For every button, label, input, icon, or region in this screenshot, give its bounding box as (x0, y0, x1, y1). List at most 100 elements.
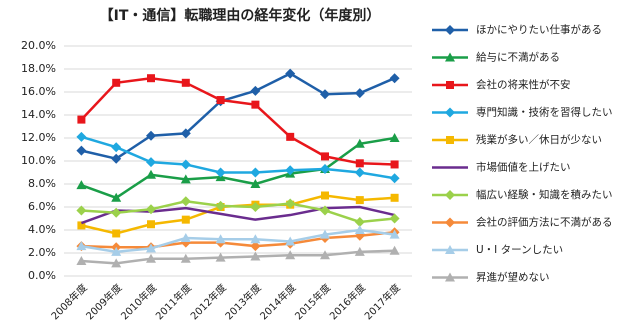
marker (181, 215, 190, 224)
y-tick-label: 12.0% (21, 131, 56, 144)
legend-label: 残業が多い／休日が少ない (476, 133, 602, 146)
x-tick-label: 2015年度 (292, 281, 333, 322)
marker (445, 217, 455, 228)
marker (112, 229, 121, 238)
marker (320, 205, 330, 216)
chart-title: 【IT・通信】転職理由の経年変化（年度別） (100, 7, 381, 24)
legend-label: ほかにやりたい仕事がある (476, 23, 602, 36)
marker (320, 164, 330, 175)
marker (389, 173, 400, 184)
legend-label: 昇進が望めない (476, 271, 550, 284)
series-line (81, 231, 395, 249)
marker (251, 100, 260, 109)
marker (354, 167, 365, 178)
y-tick-label: 10.0% (21, 154, 56, 167)
marker (215, 200, 226, 211)
marker (390, 193, 399, 202)
y-tick-label: 6.0% (28, 200, 56, 213)
marker (216, 96, 225, 105)
marker (215, 167, 226, 178)
series-line (81, 194, 395, 235)
marker (354, 88, 365, 99)
x-tick-label: 2009年度 (83, 281, 124, 322)
x-tick-label: 2017年度 (362, 281, 403, 322)
series-line (80, 136, 395, 200)
y-tick-label: 20.0% (21, 39, 56, 52)
marker (445, 25, 455, 35)
marker (355, 196, 364, 205)
series-line (80, 205, 395, 225)
legend-label: U・I ターンしたい (476, 244, 563, 256)
marker (146, 157, 156, 168)
marker (250, 85, 261, 96)
marker (77, 221, 86, 230)
marker (445, 190, 455, 200)
marker (445, 272, 455, 282)
marker (250, 179, 261, 188)
marker (77, 115, 86, 124)
marker (180, 159, 191, 170)
y-tick-label: 18.0% (21, 62, 56, 75)
legend-label: 市場価値を上げたい (476, 161, 571, 174)
series-line (81, 72, 396, 161)
marker (146, 130, 156, 141)
y-tick-label: 8.0% (28, 177, 56, 190)
marker (285, 250, 296, 260)
marker (76, 145, 87, 156)
legend-label: 専門知識・技術を習得したい (476, 106, 613, 119)
y-tick-label: 14.0% (21, 108, 56, 121)
marker (180, 196, 191, 207)
marker (147, 220, 155, 229)
marker (146, 243, 156, 253)
x-tick-label: 2013年度 (222, 281, 263, 322)
marker (215, 234, 226, 244)
marker (446, 81, 454, 89)
marker (76, 256, 87, 266)
series-line (81, 249, 395, 265)
marker (111, 246, 122, 256)
marker (355, 159, 364, 168)
marker (250, 167, 261, 178)
marker (111, 192, 122, 202)
marker (354, 138, 365, 148)
series-line (80, 76, 395, 166)
series-line (81, 199, 395, 224)
marker (354, 246, 365, 256)
marker (354, 225, 365, 234)
series-line (81, 228, 395, 254)
legend-label: 幅広い経験・知識を積みたい (476, 188, 613, 201)
marker (389, 213, 400, 224)
marker (285, 198, 296, 209)
marker (180, 253, 191, 263)
marker (250, 241, 261, 252)
marker (445, 52, 455, 62)
marker (215, 252, 226, 262)
marker (285, 165, 296, 176)
marker (354, 216, 365, 227)
marker (250, 251, 261, 261)
marker (320, 250, 330, 260)
legend-label: 会社の将来性が不安 (476, 78, 571, 91)
marker (250, 202, 261, 212)
marker (111, 207, 122, 218)
marker (112, 78, 121, 87)
marker (146, 169, 156, 179)
marker (76, 131, 87, 142)
legend-label: 会社の評価方法に不満がある (476, 216, 613, 229)
marker (250, 234, 261, 244)
marker (147, 74, 155, 83)
x-tick-label: 2008年度 (48, 281, 89, 322)
marker (389, 245, 400, 255)
marker (146, 204, 156, 215)
marker (320, 89, 330, 100)
marker (445, 245, 455, 254)
series-line (81, 135, 395, 180)
marker (321, 191, 329, 200)
marker (111, 153, 122, 164)
marker (320, 229, 330, 239)
marker (180, 174, 191, 184)
marker (286, 132, 295, 141)
y-tick-label: 2.0% (28, 246, 56, 259)
marker (111, 142, 122, 153)
